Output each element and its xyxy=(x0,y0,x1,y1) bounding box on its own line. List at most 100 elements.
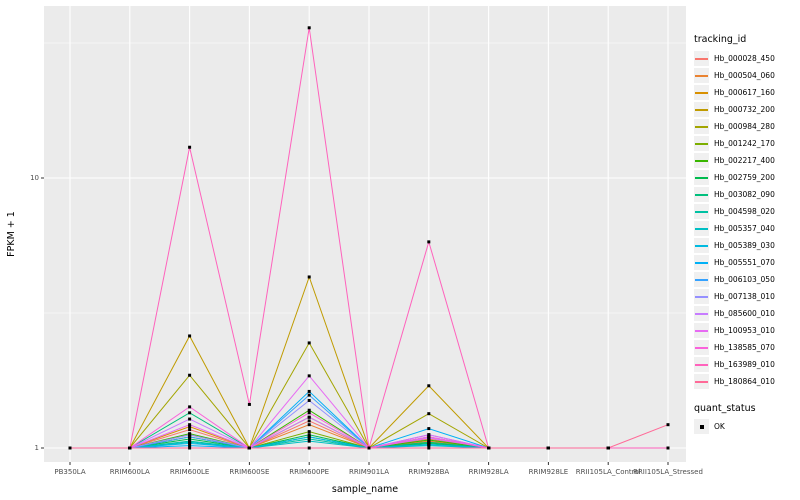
data-point-Hb_163989_010 xyxy=(666,446,670,450)
data-point-Hb_100953_010 xyxy=(427,433,431,437)
legend-key-Hb_000617_160 xyxy=(694,85,709,100)
data-point-Hb_163989_010 xyxy=(427,240,431,244)
legend-key-ok xyxy=(694,419,709,434)
legend-entry-Hb_001242_170: Hb_001242_170 xyxy=(694,136,775,151)
data-point-Hb_180864_010 xyxy=(606,446,610,450)
data-point-Hb_180864_010 xyxy=(128,446,132,450)
legend-entry-Hb_000617_160: Hb_000617_160 xyxy=(694,85,775,100)
data-point-Hb_003082_090 xyxy=(188,411,192,415)
legend-entry-Hb_000984_280: Hb_000984_280 xyxy=(694,119,775,134)
data-point-Hb_000617_160 xyxy=(188,425,192,429)
legend-entry-Hb_085600_010: Hb_085600_010 xyxy=(694,306,775,321)
data-point-Hb_002759_200 xyxy=(188,437,192,441)
data-point-Hb_002217_400 xyxy=(427,438,431,442)
data-point-Hb_005389_030 xyxy=(307,435,311,439)
legend-line-icon xyxy=(695,92,708,94)
data-point-Hb_002217_400 xyxy=(307,408,311,412)
data-point-Hb_000028_450 xyxy=(307,419,311,423)
legend-entry-Hb_163989_010: Hb_163989_010 xyxy=(694,357,775,372)
legend-line-icon xyxy=(695,58,708,60)
data-point-Hb_180864_010 xyxy=(367,446,371,450)
data-point-Hb_000984_280 xyxy=(307,341,311,345)
legend-line-icon xyxy=(695,228,708,230)
legend-key-Hb_006103_050 xyxy=(694,272,709,287)
data-point-Hb_000984_280 xyxy=(427,412,431,416)
legend-line-icon xyxy=(695,143,708,145)
x-tick-label-RRIM600SE: RRIM600SE xyxy=(229,468,270,476)
legend-line-icon xyxy=(695,211,708,213)
legend-label-Hb_000617_160: Hb_000617_160 xyxy=(714,88,775,97)
data-point-Hb_180864_010 xyxy=(427,446,431,450)
data-point-Hb_180864_010 xyxy=(307,446,311,450)
data-point-Hb_006103_050 xyxy=(307,393,311,397)
legend-label-Hb_007138_010: Hb_007138_010 xyxy=(714,292,775,301)
legend-title-quant-status: quant_status xyxy=(694,403,756,414)
legend-key-Hb_005357_040 xyxy=(694,221,709,236)
legend-label-Hb_005551_070: Hb_005551_070 xyxy=(714,258,775,267)
legend-line-icon xyxy=(695,126,708,128)
panel-background xyxy=(44,6,686,462)
x-tick-label-RRIM928LA: RRIM928LA xyxy=(468,468,509,476)
legend-key-Hb_000028_450 xyxy=(694,51,709,66)
legend-entry-Hb_002759_200: Hb_002759_200 xyxy=(694,170,775,185)
data-point-Hb_180864_010 xyxy=(68,446,72,450)
legend-label-ok: OK xyxy=(714,422,725,431)
y-axis-title: FPKM + 1 xyxy=(6,211,17,257)
data-point-Hb_007138_010 xyxy=(307,398,311,402)
legend-title-tracking-id: tracking_id xyxy=(694,34,747,45)
legend-entry-Hb_006103_050: Hb_006103_050 xyxy=(694,272,775,287)
data-point-Hb_000732_200 xyxy=(427,384,431,388)
data-point-Hb_085600_010 xyxy=(307,415,311,419)
legend-line-icon xyxy=(695,160,708,162)
data-point-Hb_180864_010 xyxy=(546,446,550,450)
legend-entry-Hb_007138_010: Hb_007138_010 xyxy=(694,289,775,304)
x-tick-label-RRII105LA_Control: RRII105LA_Control xyxy=(575,468,641,476)
legend-entry-Hb_005389_030: Hb_005389_030 xyxy=(694,238,775,253)
data-point-Hb_005389_030 xyxy=(427,443,431,447)
legend-label-Hb_000732_200: Hb_000732_200 xyxy=(714,105,775,114)
legend-label-Hb_085600_010: Hb_085600_010 xyxy=(714,309,775,318)
data-point-Hb_000504_060 xyxy=(307,423,311,427)
legend-line-icon xyxy=(695,296,708,298)
legend-entry-Hb_003082_090: Hb_003082_090 xyxy=(694,187,775,202)
legend-line-icon xyxy=(695,330,708,332)
data-point-Hb_006103_050 xyxy=(188,435,192,439)
legend-key-Hb_005389_030 xyxy=(694,238,709,253)
legend-entry-Hb_100953_010: Hb_100953_010 xyxy=(694,323,775,338)
legend-label-Hb_000984_280: Hb_000984_280 xyxy=(714,122,775,131)
legend-key-Hb_000984_280 xyxy=(694,119,709,134)
data-point-Hb_000732_200 xyxy=(188,334,192,338)
legend-key-Hb_163989_010 xyxy=(694,357,709,372)
data-point-Hb_003082_090 xyxy=(427,440,431,444)
legend-label-Hb_003082_090: Hb_003082_090 xyxy=(714,190,775,199)
legend-label-Hb_180864_010: Hb_180864_010 xyxy=(714,377,775,386)
data-point-Hb_000028_450 xyxy=(188,428,192,432)
legend-label-Hb_100953_010: Hb_100953_010 xyxy=(714,326,775,335)
legend-line-icon xyxy=(695,262,708,264)
legend-label-Hb_002759_200: Hb_002759_200 xyxy=(714,173,775,182)
legend-entry-Hb_005551_070: Hb_005551_070 xyxy=(694,255,775,270)
legend-label-Hb_163989_010: Hb_163989_010 xyxy=(714,360,775,369)
legend-key-Hb_002759_200 xyxy=(694,170,709,185)
legend-label-Hb_138585_070: Hb_138585_070 xyxy=(714,343,775,352)
legend-key-Hb_000732_200 xyxy=(694,102,709,117)
legend-label-Hb_002217_400: Hb_002217_400 xyxy=(714,156,775,165)
legend-key-Hb_007138_010 xyxy=(694,289,709,304)
legend-label-Hb_000028_450: Hb_000028_450 xyxy=(714,54,775,63)
legend-line-icon xyxy=(695,347,708,349)
legend-entry-Hb_138585_070: Hb_138585_070 xyxy=(694,340,775,355)
data-point-Hb_005389_030 xyxy=(188,441,192,445)
legend-key-Hb_001242_170 xyxy=(694,136,709,151)
legend-entry-Hb_005357_040: Hb_005357_040 xyxy=(694,221,775,236)
legend-line-icon xyxy=(695,245,708,247)
legend-line-icon xyxy=(695,279,708,281)
data-point-Hb_005551_070 xyxy=(427,427,431,431)
data-point-Hb_138585_070 xyxy=(427,435,431,439)
x-tick-label-RRIM600LE: RRIM600LE xyxy=(169,468,210,476)
data-point-Hb_000984_280 xyxy=(188,373,192,377)
legend-line-icon xyxy=(695,381,708,383)
data-point-Hb_000732_200 xyxy=(307,275,311,279)
x-tick-label-RRIM600LA: RRIM600LA xyxy=(109,468,150,476)
x-tick-label-RRIM901LA: RRIM901LA xyxy=(348,468,390,476)
